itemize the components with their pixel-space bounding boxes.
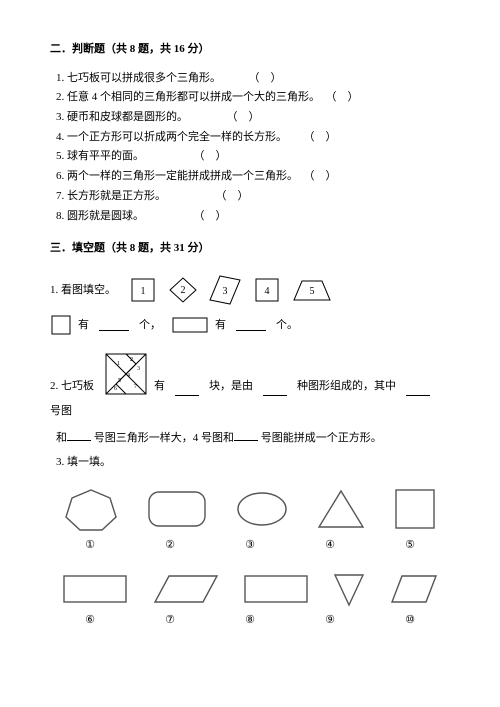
label: ⑩: [405, 611, 415, 630]
txt: 个，: [139, 316, 161, 335]
q2-5: 5. 球有平平的面。: [56, 150, 139, 162]
label: ③: [245, 536, 255, 555]
label: ⑤: [405, 536, 415, 555]
shape-inv-triangle: [329, 569, 369, 609]
svg-text:1: 1: [117, 361, 120, 367]
labels-row2: ⑥ ⑦ ⑧ ⑨ ⑩: [50, 611, 450, 630]
svg-text:4: 4: [127, 373, 130, 379]
shape-trapezoid: 5: [290, 276, 334, 304]
section2-header: 二．判断题（共 8 题，共 16 分）: [50, 40, 450, 59]
paren: （ ）: [326, 88, 359, 107]
q2-2: 2. 任意 4 个相同的三角形都可以拼成一个大的三角形。: [56, 91, 315, 103]
svg-text:2: 2: [130, 357, 133, 363]
shape-square: 1: [126, 276, 160, 304]
q2-1: 1. 七巧板可以拼成很多个三角形。: [56, 72, 216, 84]
label: ①: [85, 536, 95, 555]
shape-ellipse: [232, 487, 292, 531]
shape-square2: 4: [250, 276, 284, 304]
blank: [175, 384, 199, 396]
txt: 块，是由: [209, 377, 253, 396]
section3-header: 三．填空题（共 8 题，共 31 分）: [50, 239, 450, 258]
shape-parallelogram3: [386, 570, 442, 608]
shape-round-rect: [143, 486, 211, 532]
label: ⑧: [245, 611, 255, 630]
txt: 号图: [50, 402, 72, 421]
paren: （ ）: [227, 108, 260, 127]
blank: [67, 429, 91, 441]
q2-8: 8. 圆形就是圆球。: [56, 210, 139, 222]
q2-6: 6. 两个一样的三角形一定能拼成拼成一个三角形。: [56, 170, 293, 182]
labels-row1: ① ② ③ ④ ⑤: [50, 536, 450, 555]
svg-text:1: 1: [141, 286, 146, 297]
label: ④: [325, 536, 335, 555]
shape-parallelogram: 3: [206, 274, 244, 306]
svg-text:5: 5: [118, 378, 121, 384]
shapes-row1: [50, 484, 450, 534]
small-square: [50, 314, 72, 336]
shape-parallelogram2: [149, 570, 223, 608]
svg-text:2: 2: [181, 285, 186, 296]
txt: 号图能拼成一个正方形。: [261, 432, 382, 444]
q3-2-a: 2. 七巧板: [50, 377, 94, 396]
shape-rect2: [239, 570, 313, 608]
label: ⑨: [325, 611, 335, 630]
shape-triangle: [313, 485, 369, 533]
small-rect: [171, 314, 209, 336]
txt: 和: [56, 432, 67, 444]
svg-text:7: 7: [134, 384, 137, 390]
blank: [406, 384, 430, 396]
paren: （ ）: [304, 167, 337, 186]
shape-square-big: [390, 484, 440, 534]
q2-3: 3. 硬币和皮球都是圆形的。: [56, 111, 183, 123]
paren: （ ）: [194, 207, 227, 226]
svg-text:3: 3: [137, 366, 140, 372]
svg-text:6: 6: [114, 386, 117, 392]
svg-text:4: 4: [265, 286, 270, 297]
shape-diamond: 2: [166, 275, 200, 305]
q2-4: 4. 一个正方形可以折成两个完全一样的长方形。: [56, 131, 282, 143]
blank: [236, 319, 266, 331]
tangram: 1 2 3 4 5 6 7: [104, 352, 148, 396]
q3-3-prefix: 3. 填一填。: [56, 453, 450, 472]
shapes-row2: [50, 569, 450, 609]
blank: [99, 319, 129, 331]
shape-rect: [58, 570, 132, 608]
paren: （ ）: [194, 147, 227, 166]
label: ⑦: [165, 611, 175, 630]
section2-questions: 1. 七巧板可以拼成很多个三角形。 （ ） 2. 任意 4 个相同的三角形都可以…: [56, 69, 450, 226]
txt: 有: [78, 316, 89, 335]
q3-2-row: 2. 七巧板 1 2 3 4 5 6 7 有 块，是由 种图形组成的，其中 号图: [50, 352, 450, 421]
txt: 种图形组成的，其中: [297, 377, 396, 396]
paren: （ ）: [304, 128, 337, 147]
txt: 有: [154, 377, 165, 396]
q3-2-line2: 和 号图三角形一样大，4 号图和 号图能拼成一个正方形。: [56, 429, 450, 448]
paren: （ ）: [249, 69, 282, 88]
label: ⑥: [85, 611, 95, 630]
shapes-grid: ① ② ③ ④ ⑤ ⑥ ⑦ ⑧ ⑨ ⑩: [50, 484, 450, 629]
shape-heptagon: [60, 484, 122, 534]
q3-1-row: 1. 看图填空。 1 2 3 4 5: [50, 274, 450, 306]
svg-text:5: 5: [310, 286, 315, 297]
txt: 有: [215, 316, 226, 335]
q2-7: 7. 长方形就是正方形。: [56, 190, 161, 202]
blank: [263, 384, 287, 396]
paren: （ ）: [216, 187, 249, 206]
blank: [234, 429, 258, 441]
svg-text:3: 3: [223, 286, 228, 297]
txt: 号图三角形一样大，4 号图和: [94, 432, 234, 444]
txt: 个。: [276, 316, 298, 335]
label: ②: [165, 536, 175, 555]
q3-1-prefix: 1. 看图填空。: [50, 281, 116, 300]
q3-1-row2: 有 个， 有 个。: [50, 314, 450, 336]
